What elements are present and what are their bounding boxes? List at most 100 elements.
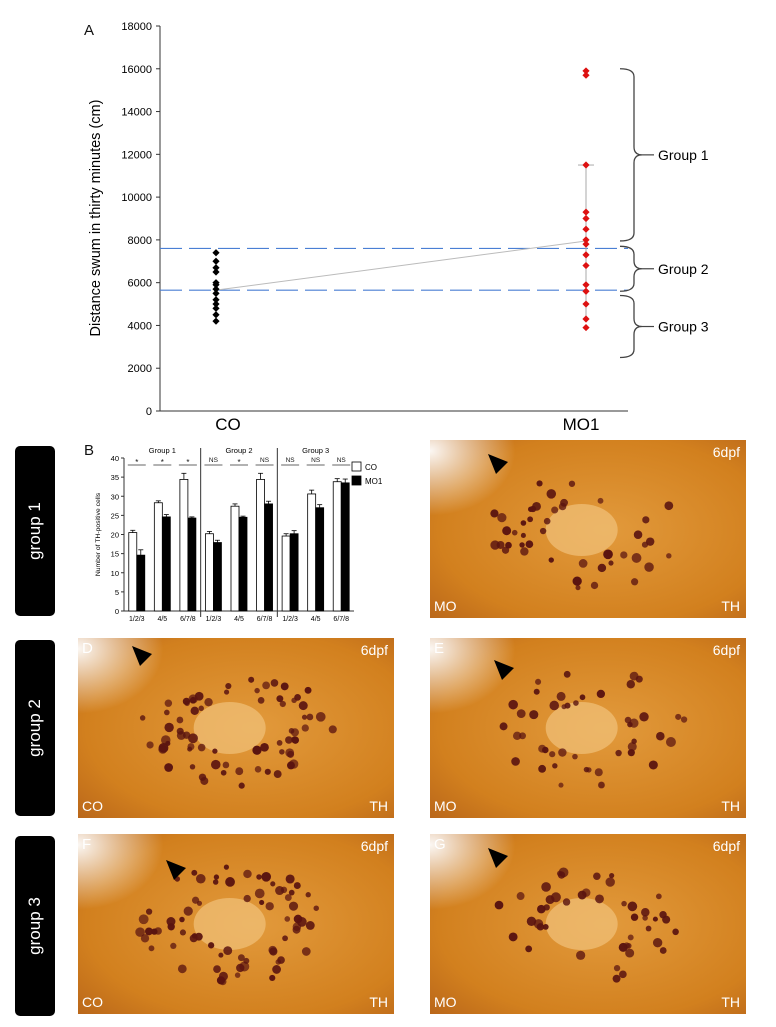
bar-co (128, 532, 138, 612)
micrograph-c: 6dpf MO TH (430, 440, 746, 618)
th-neuron (625, 948, 635, 958)
mo-data-point (582, 300, 590, 308)
th-neuron (556, 691, 566, 701)
th-neuron (179, 916, 185, 923)
th-neuron (187, 746, 193, 752)
bar-y-tick-label: 5 (115, 588, 119, 597)
th-neuron (596, 689, 606, 699)
y-tick-label: 8000 (128, 235, 152, 247)
th-neuron (222, 761, 230, 769)
th-neuron (139, 715, 146, 721)
th-neuron (536, 480, 543, 487)
th-neuron (238, 782, 245, 789)
stain-label: TH (721, 598, 740, 614)
bar-y-tick-label: 10 (111, 569, 119, 578)
y-tick-label: 0 (146, 406, 152, 418)
bar-y-axis-label: Number of TH-positive cells (95, 492, 102, 576)
th-neuron (298, 701, 308, 711)
th-neuron (497, 512, 507, 523)
co-data-point (212, 317, 220, 325)
th-neuron (218, 971, 228, 981)
age-label: 6dpf (360, 642, 388, 658)
bar-chart: 0 5 10 15 20 25 30 35 40 Number of TH-positive ce… (95, 446, 383, 623)
th-neuron (597, 497, 604, 504)
panel-label-g: G (434, 836, 446, 853)
bar-x-tick-label: 1/2/3 (282, 616, 298, 623)
arrowhead-icon (132, 646, 152, 666)
bar-mo1 (213, 542, 222, 612)
th-neuron (516, 892, 525, 900)
th-neuron (627, 749, 635, 757)
th-neuron (630, 913, 639, 921)
mo-data-point (582, 214, 590, 223)
x-tick-label: MO1 (563, 415, 600, 434)
group-bracket (619, 245, 643, 292)
th-neuron (254, 687, 260, 694)
bar-y-tick-label: 15 (111, 550, 119, 559)
th-neuron (520, 520, 527, 526)
th-neuron (552, 763, 558, 769)
group-bracket-label: Group 2 (658, 261, 709, 277)
th-neuron (301, 714, 308, 720)
th-neuron (276, 740, 283, 746)
th-neuron (176, 716, 184, 724)
y-tick-label: 2000 (128, 363, 152, 375)
th-neuron (586, 767, 592, 773)
mo-data-point (582, 161, 590, 169)
th-neuron (494, 900, 504, 910)
mo-data-point (582, 236, 590, 244)
th-neuron (572, 753, 578, 760)
th-neuron (505, 541, 512, 549)
stain-label: TH (721, 994, 740, 1010)
arrowhead-icon (488, 454, 508, 474)
bar-x-tick-label: 6/7/8 (180, 616, 196, 623)
bar-x-tick-label: 1/2/3 (206, 616, 222, 623)
y-tick-label: 12000 (121, 149, 152, 161)
th-neuron (138, 914, 149, 925)
th-neuron (548, 557, 554, 563)
micrograph-g: 6dpf MO TH G (430, 834, 746, 1014)
th-neuron (535, 678, 542, 685)
th-neuron (254, 888, 265, 899)
significance-label: NS (209, 457, 219, 464)
arrowhead-icon (488, 848, 508, 868)
mo-data-point (582, 67, 590, 75)
group-3-label: group 3 (15, 836, 55, 1016)
th-neuron (288, 889, 295, 896)
th-neuron (265, 902, 274, 911)
th-neuron (572, 576, 582, 586)
th-neuron (294, 693, 301, 701)
th-neuron (501, 546, 510, 554)
th-neuron (516, 709, 526, 719)
bar-x-tick-label: 1/2/3 (129, 616, 145, 623)
age-label: 6dpf (712, 838, 740, 854)
th-neuron (234, 972, 241, 978)
th-neuron (629, 718, 639, 728)
th-neuron (257, 697, 265, 704)
th-neuron (243, 869, 252, 879)
th-neuron (631, 553, 642, 563)
y-tick-label: 10000 (121, 192, 152, 204)
th-neuron (609, 872, 615, 879)
th-neuron (176, 730, 186, 740)
bar-mo1 (264, 503, 273, 612)
th-neuron (273, 770, 282, 779)
condition-label: MO (434, 994, 457, 1010)
th-neuron (527, 516, 534, 523)
mean-trend-line (215, 240, 587, 291)
bar-co (205, 533, 214, 612)
co-data-point (212, 279, 220, 287)
th-neuron (536, 923, 545, 931)
bar-x-tick-label: 6/7/8 (257, 616, 273, 623)
bar-mo1 (315, 507, 325, 612)
mo-data-point (582, 71, 590, 79)
bar-co (256, 479, 265, 612)
th-neuron (304, 686, 312, 694)
th-neuron (664, 501, 674, 511)
bar-group-title: Group 2 (225, 446, 252, 455)
significance-label: * (186, 458, 189, 467)
th-neuron (564, 702, 571, 709)
th-neuron (148, 945, 155, 952)
pale-region (545, 898, 618, 950)
th-neuron (305, 892, 311, 898)
